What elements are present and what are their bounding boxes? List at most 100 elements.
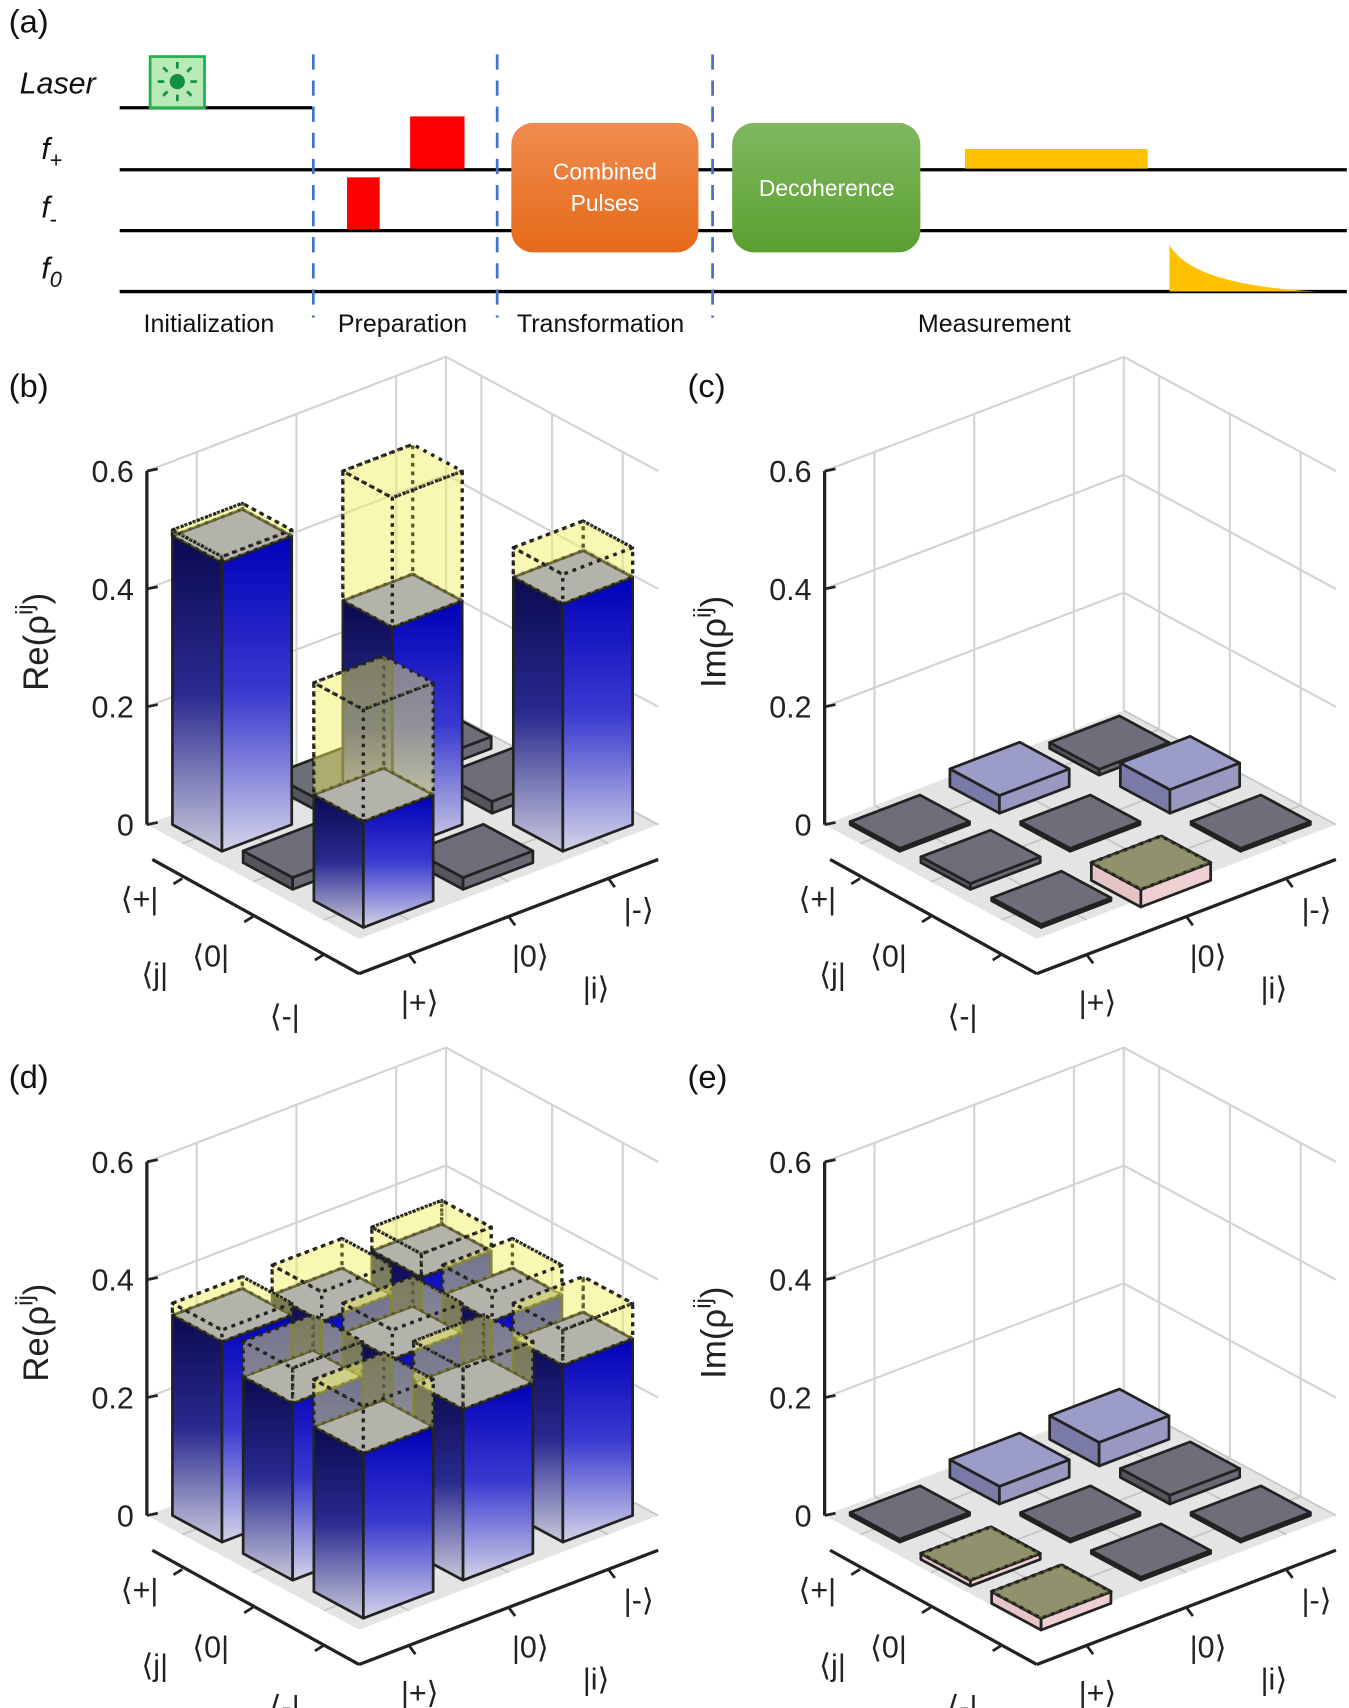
z-tick-label: 0.4 [91, 1264, 133, 1298]
z-axis-title: Re(ρij) [12, 1284, 56, 1382]
z-tick [146, 585, 159, 591]
ideal-box-face [511, 1275, 585, 1341]
z-tick [824, 585, 836, 591]
z-tick [146, 821, 159, 826]
z-tick-label: 0.6 [769, 455, 811, 489]
bar [919, 828, 1042, 891]
ideal-box-face [361, 681, 435, 823]
ideal-box-face [240, 1275, 294, 1317]
bar-front-face [461, 1381, 535, 1582]
z-tick-label: 0.2 [91, 1381, 133, 1415]
i-tick [607, 877, 616, 888]
j-axis [829, 1548, 1038, 1666]
i-tick [607, 1568, 616, 1579]
bar-top-face [1118, 734, 1242, 791]
j-axis-title: ⟨j| [141, 958, 168, 992]
i-tick [507, 915, 517, 927]
i-tick [1085, 1644, 1095, 1655]
ideal-box-face [341, 1301, 395, 1362]
i-tick-label: |0⟩ [512, 1630, 549, 1664]
i-axis-title: |i⟩ [1261, 972, 1288, 1006]
ideal-box-face [440, 1263, 494, 1323]
ideal-box-face [241, 1339, 295, 1406]
ideal-box-face [1089, 861, 1143, 891]
gridline [824, 473, 1337, 590]
bar-left-face [171, 534, 224, 853]
z-tick [824, 467, 836, 473]
bar-top-face [1048, 714, 1171, 771]
bar [1118, 734, 1242, 815]
bar [1048, 1387, 1171, 1468]
ideal-box-face [241, 1313, 365, 1370]
ideal-box [270, 1236, 394, 1323]
bar [948, 1431, 1071, 1506]
pulse-sequence-panel: (a) Laser f+ f- f0 Combine [9, 3, 1347, 338]
ideal-box-face [320, 1263, 394, 1323]
z-tick-label: 0 [795, 809, 812, 843]
ideal-box-face [241, 1313, 315, 1379]
ideal-box-face [411, 1275, 464, 1335]
ideal-box [241, 1313, 365, 1406]
panel-label-d: (d) [9, 1058, 49, 1095]
bar-top-face [1048, 1387, 1171, 1444]
ideal-box [170, 501, 294, 565]
ideal-box-face [312, 1351, 386, 1429]
ideal-box-face [511, 519, 585, 579]
j-tick-label: ⟨-| [270, 999, 300, 1033]
i-tick [1185, 915, 1194, 927]
panel-label-e: (e) [688, 1058, 728, 1095]
bar-top-face [1019, 1484, 1142, 1541]
ideal-box-face [490, 1263, 564, 1323]
bar-top-face [848, 1484, 971, 1541]
gridline [146, 1046, 659, 1163]
ideal-box-face [170, 501, 294, 559]
ideal-box-face [370, 1198, 493, 1256]
i-tick [407, 1644, 417, 1655]
j-tick [921, 1606, 932, 1614]
z-tick [146, 703, 159, 709]
gridline [824, 1282, 1337, 1399]
ideal-box-face [340, 1236, 394, 1297]
j-tick [850, 877, 861, 886]
i-tick-label: |+⟩ [401, 1676, 439, 1708]
i-tick-label: |+⟩ [401, 985, 439, 1019]
ideal-box-face [561, 546, 635, 606]
ideal-box-face [411, 1339, 465, 1411]
row-label-f-plus: f+ [41, 132, 62, 173]
z-tick-label: 0.2 [91, 691, 133, 725]
bar [412, 822, 535, 891]
i-tick-label: |-⟩ [1302, 893, 1332, 927]
bar [1189, 1484, 1312, 1544]
ideal-box [989, 1563, 1113, 1620]
bar-top-face [990, 869, 1113, 926]
bar-front-face [561, 1337, 634, 1544]
ideal-box-face [989, 1525, 1042, 1556]
chart-panel-c: 0 0.2 0.4 0.6 Im(ρij) ⟨+| ⟨0| ⟨-| ⟨j| |+⟩ |0⟩ |-⟩ |i… [689, 355, 1337, 1033]
phase-dividers [311, 54, 714, 318]
ideal-box-face [220, 1301, 294, 1344]
ideal-box [312, 1351, 435, 1455]
ideal-box-face [1089, 834, 1213, 891]
f-plus-pulse [410, 116, 465, 169]
phase-initialization: Initialization [144, 310, 275, 338]
row-label-laser: Laser [20, 67, 98, 101]
i-axis-title: |i⟩ [583, 1663, 610, 1697]
bar-left-face [241, 1375, 295, 1582]
bar [990, 869, 1113, 929]
ideal-box-face [411, 1313, 535, 1370]
row-label-f-zero: f0 [41, 252, 62, 293]
z-tick-label: 0 [117, 809, 134, 843]
j-axis [151, 858, 360, 976]
f-minus-pulse [347, 177, 380, 230]
ideal-box-face [1139, 861, 1213, 891]
i-tick [1185, 1606, 1194, 1617]
decoherence-block: Decoherence [732, 122, 921, 253]
ideal-box-face [919, 1551, 973, 1582]
bar [1118, 1440, 1242, 1506]
j-tick-label: ⟨0| [192, 1630, 229, 1664]
ideal-box [511, 1275, 635, 1367]
j-tick [314, 953, 325, 962]
ideal-box-face [170, 1275, 294, 1332]
bar-top-face [1189, 1484, 1312, 1541]
